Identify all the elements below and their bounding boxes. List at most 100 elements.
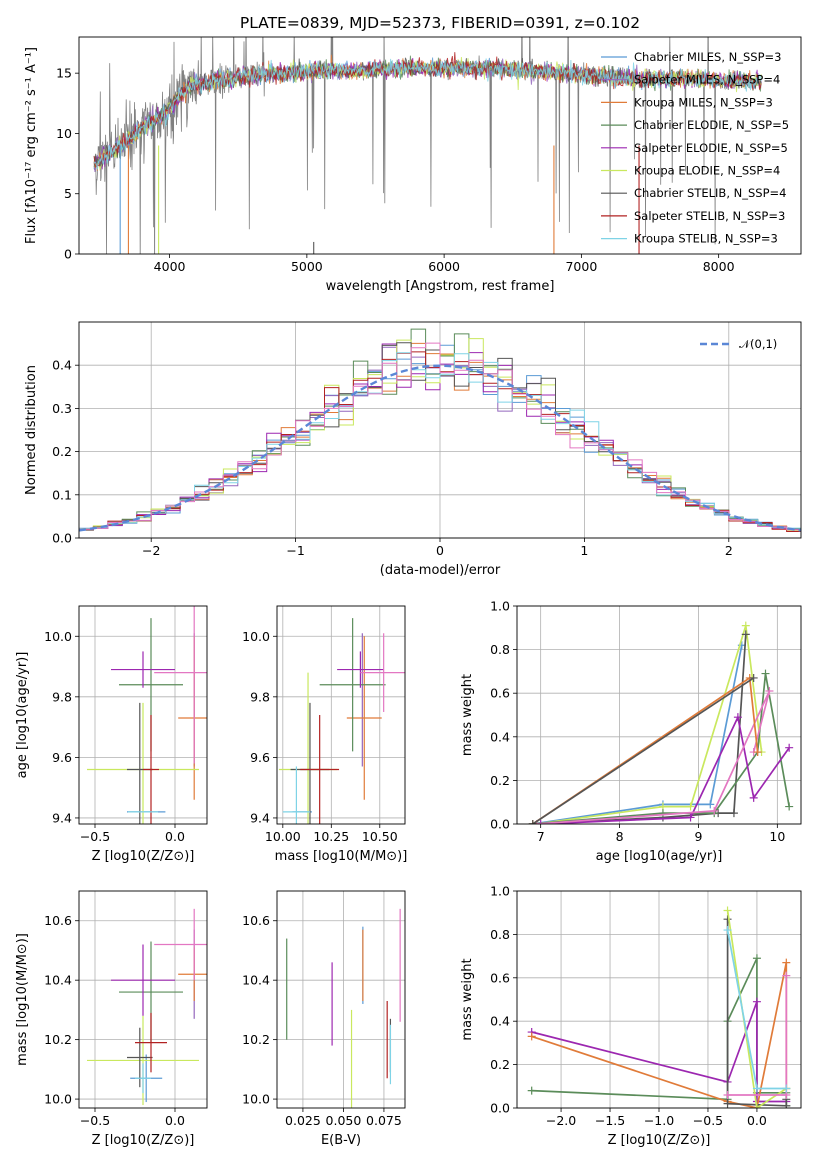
x-tick-label: −0.5 [693,1113,723,1128]
residual-histogram-step [79,342,801,531]
x-tick-label: −1 [286,543,304,558]
mass-weight-point [658,809,667,818]
mass-weight-point [528,820,537,824]
axes-frame [276,605,406,825]
mass-weight-series-line [532,677,755,824]
mass-weight-series-line [532,673,791,824]
mass-weight-point [723,1090,732,1099]
y-tick-label: 10.4 [242,973,270,988]
model-spectrum-line [93,52,762,169]
axes-mass-weight-vs-age: 7 8 9 10 0.0 0.2 0.4 0.6 0.8 1.0 age [log10(age/yr… [460,599,802,864]
x-tick-label: 7 [537,829,545,844]
x-tick-label: 0.0 [165,1113,185,1128]
legend-label: 𝒩(0,1) [739,337,777,351]
y-tick-label: 10.6 [44,913,72,928]
plot-area-mass-vs-Z [87,908,207,1106]
mass-weight-point [527,1086,536,1095]
mass-weight-point [706,800,715,809]
mass-weight-series-line [540,714,790,824]
y-axis-label: Flux [fλ10⁻¹⁷ erg cm⁻² s⁻¹ A⁻¹] [24,47,39,244]
legend-label: Kroupa MILES, N_SSP=3 [634,95,773,109]
y-tick-label: 9.8 [250,689,270,704]
mass-weight-point [723,1099,732,1108]
y-tick-label: 0 [64,247,72,262]
y-axis-label: mass [log10(M/M⊙)] [15,933,30,1066]
mass-weight-point [753,748,762,757]
plot-area-spectrum [93,37,762,254]
mass-weight-point [723,926,732,935]
mass-weight-point [723,915,732,924]
y-tick-label: 10.0 [44,629,72,644]
y-tick-label: 1.0 [490,884,510,899]
mass-weight-point [785,802,794,811]
y-axis-label: mass weight [460,958,475,1040]
y-tick-label: 0.3 [52,401,72,416]
axes-frame [78,890,208,1109]
legend-residuals: 𝒩(0,1) [700,337,777,351]
x-tick-label: 10.25 [313,829,349,844]
plot-area-mass-weight-vs-Z [527,906,791,1108]
mass-weight-point [752,954,761,963]
x-tick-label: −2.0 [546,1113,576,1128]
figure-title: PLATE=0839, MJD=52373, FIBERID=0391, z=0… [240,14,640,32]
y-tick-label: 0.6 [490,970,510,985]
x-axis-label: E(B-V) [321,1133,361,1148]
x-tick-label: 1 [580,543,588,558]
y-tick-label: 9.4 [52,810,72,825]
plot-area-mass-weight-vs-age [528,621,794,824]
legend-label: Salpeter ELODIE, N_SSP=5 [634,141,788,155]
y-tick-label: 10.0 [242,629,270,644]
x-tick-label: 7000 [565,259,597,274]
y-tick-label: 10.0 [44,1092,72,1107]
mass-weight-point [765,687,774,696]
mass-weight-point [761,669,770,678]
mass-weight-point [733,713,742,722]
x-axis-label: Z [log10(Z/Z⊙)] [92,849,195,864]
legend-label: Chabrier STELIB, N_SSP=4 [634,186,786,200]
model-spectrum-line [93,58,762,170]
x-tick-label: −0.5 [80,829,110,844]
axes-frame [276,890,406,1109]
mass-weight-point [686,813,695,822]
y-axis-label: age [log10(age/yr)] [15,652,30,779]
y-tick-label: 0.6 [490,686,510,701]
y-tick-label: 0.8 [490,927,510,942]
x-tick-label: 9 [694,829,702,844]
gaussian-reference-curve [79,364,801,532]
x-tick-label: 0.050 [326,1113,362,1128]
x-tick-label: 6000 [428,259,460,274]
y-tick-label: 0.8 [490,642,510,657]
x-axis-label: wavelength [Angstrom, rest frame] [326,279,555,294]
legend-spectrum: Chabrier MILES, N_SSP=3 Salpeter MILES, N… [601,50,789,246]
axes-spectrum: 4000 5000 6000 7000 8000 0 5 10 15 wavelength [An… [24,36,802,294]
mass-weight-point [741,621,750,630]
axes-age-vs-Z: −0.5 0.0 9.4 9.6 9.8 10.0 Z [log10(Z/Z⊙)] age [… [15,605,208,864]
legend-label: Kroupa ELODIE, N_SSP=4 [634,164,780,178]
x-tick-label: 5000 [291,259,323,274]
y-tick-label: 0.0 [52,531,72,546]
y-tick-label: 0.4 [52,358,72,373]
y-tick-label: 10.0 [242,1092,270,1107]
legend-label: Chabrier ELODIE, N_SSP=5 [634,118,789,132]
y-tick-label: 10.4 [44,973,72,988]
y-tick-label: 0.0 [490,817,510,832]
x-axis-label: Z [log10(Z/Z⊙)] [92,1133,195,1148]
mass-weight-point [782,958,791,967]
mass-weight-point [749,793,758,802]
mass-weight-point [752,997,761,1006]
y-axis-label: Normed distribution [24,365,39,495]
y-tick-label: 10.6 [242,913,270,928]
y-tick-label: 10.2 [242,1032,270,1047]
legend-label: Kroupa STELIB, N_SSP=3 [634,232,778,246]
y-tick-label: 0.4 [490,1014,510,1029]
mass-weight-point [723,906,732,915]
mass-weight-point [710,806,719,815]
axes-mass-vs-EBV: 0.025 0.050 0.075 10.0 10.2 10.4 10.6 E(B-V) [242,890,406,1148]
mass-weight-point [752,1104,761,1108]
plot-area-residuals [79,328,801,532]
y-tick-label: 9.6 [250,750,270,765]
x-tick-label: −1.0 [644,1113,674,1128]
x-tick-label: −0.5 [80,1113,110,1128]
axes-frame [516,605,802,825]
mass-weight-point [785,743,794,752]
